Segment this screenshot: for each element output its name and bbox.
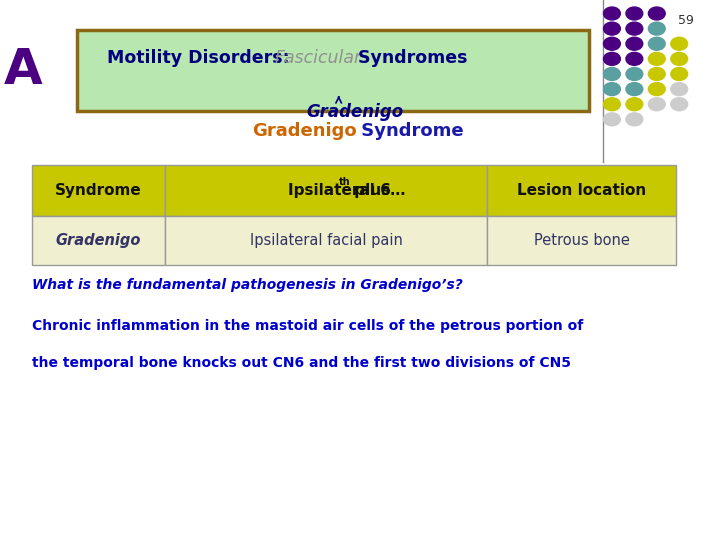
Text: Motility Disorders:: Motility Disorders: bbox=[107, 49, 296, 67]
Circle shape bbox=[603, 98, 621, 111]
Circle shape bbox=[649, 22, 665, 35]
Text: th: th bbox=[338, 177, 351, 187]
Circle shape bbox=[649, 83, 665, 96]
FancyBboxPatch shape bbox=[165, 216, 487, 265]
Text: Fascicular: Fascicular bbox=[274, 49, 361, 67]
Text: 59: 59 bbox=[678, 14, 694, 26]
Text: Ipsilateral 6: Ipsilateral 6 bbox=[287, 183, 390, 198]
Text: Lesion location: Lesion location bbox=[517, 183, 647, 198]
Circle shape bbox=[603, 52, 621, 65]
FancyBboxPatch shape bbox=[165, 165, 487, 216]
Circle shape bbox=[626, 52, 643, 65]
Text: Ipsilateral facial pain: Ipsilateral facial pain bbox=[250, 233, 402, 248]
Circle shape bbox=[671, 68, 688, 80]
Circle shape bbox=[671, 83, 688, 96]
Text: plus…: plus… bbox=[349, 183, 405, 198]
Circle shape bbox=[626, 68, 643, 80]
Circle shape bbox=[626, 7, 643, 20]
Circle shape bbox=[649, 98, 665, 111]
Circle shape bbox=[603, 113, 621, 126]
FancyBboxPatch shape bbox=[32, 165, 165, 216]
Circle shape bbox=[603, 68, 621, 80]
Circle shape bbox=[649, 37, 665, 50]
Text: Chronic inflammation in the mastoid air cells of the petrous portion of: Chronic inflammation in the mastoid air … bbox=[32, 319, 583, 333]
Text: Syndrome: Syndrome bbox=[55, 183, 142, 198]
FancyBboxPatch shape bbox=[32, 216, 165, 265]
Circle shape bbox=[671, 98, 688, 111]
Text: Gradenigo: Gradenigo bbox=[55, 233, 141, 248]
FancyBboxPatch shape bbox=[487, 165, 676, 216]
Text: A: A bbox=[4, 46, 42, 94]
Circle shape bbox=[626, 83, 643, 96]
Circle shape bbox=[649, 68, 665, 80]
Text: Syndrome: Syndrome bbox=[356, 122, 464, 140]
Text: Gradenigo: Gradenigo bbox=[307, 103, 404, 120]
Circle shape bbox=[671, 37, 688, 50]
Text: Petrous bone: Petrous bone bbox=[534, 233, 630, 248]
Circle shape bbox=[603, 7, 621, 20]
Text: Syndromes: Syndromes bbox=[352, 49, 467, 67]
FancyBboxPatch shape bbox=[487, 216, 676, 265]
Circle shape bbox=[603, 83, 621, 96]
Circle shape bbox=[649, 7, 665, 20]
Circle shape bbox=[603, 22, 621, 35]
Circle shape bbox=[649, 52, 665, 65]
Circle shape bbox=[671, 52, 688, 65]
FancyBboxPatch shape bbox=[77, 30, 589, 111]
Circle shape bbox=[626, 37, 643, 50]
Circle shape bbox=[626, 113, 643, 126]
Circle shape bbox=[626, 98, 643, 111]
Circle shape bbox=[626, 22, 643, 35]
Text: Gradenigo: Gradenigo bbox=[253, 122, 357, 140]
Text: What is the fundamental pathogenesis in Gradenigo’s?: What is the fundamental pathogenesis in … bbox=[32, 278, 462, 292]
Circle shape bbox=[603, 37, 621, 50]
Text: the temporal bone knocks out CN6 and the first two divisions of CN5: the temporal bone knocks out CN6 and the… bbox=[32, 356, 571, 370]
